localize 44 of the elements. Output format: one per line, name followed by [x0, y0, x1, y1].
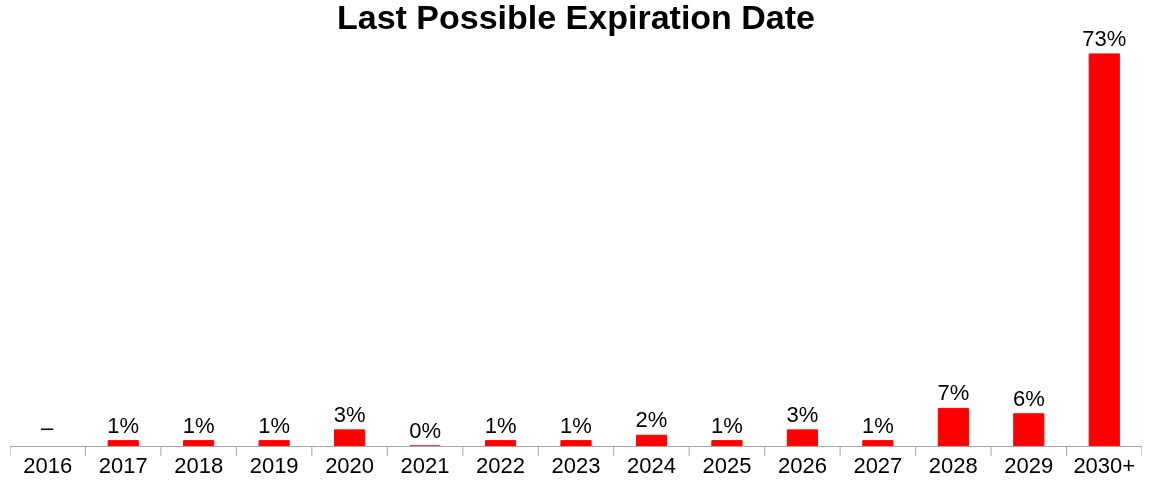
data-label: 1%	[107, 412, 140, 438]
x-tick-label: 2016	[23, 453, 73, 479]
x-tick-label: 2018	[174, 453, 224, 479]
bar	[862, 440, 894, 446]
data-label: 0%	[409, 418, 441, 443]
data-label: 1%	[861, 412, 894, 438]
x-tick-label: 2029	[1004, 453, 1054, 479]
x-tick-label: 2023	[551, 453, 601, 479]
bar	[560, 440, 592, 446]
bar	[107, 440, 139, 446]
data-label: 3%	[786, 401, 819, 427]
bar	[937, 407, 969, 446]
bar	[1013, 413, 1045, 446]
text: –	[41, 415, 54, 440]
data-label: 1%	[560, 412, 592, 438]
x-tick-label: 2019	[249, 453, 299, 479]
x-tick-label: 2017	[98, 453, 148, 479]
x-tick-label: 2022	[476, 453, 526, 479]
bar	[258, 440, 290, 446]
data-label: 1%	[484, 412, 517, 438]
bar	[1088, 53, 1120, 446]
data-label: 1%	[258, 412, 291, 438]
data-label: 1%	[182, 412, 215, 438]
bar	[334, 429, 366, 446]
x-tick-label: 2030+	[1073, 453, 1136, 479]
x-tick-label: 2028	[928, 453, 978, 479]
x-tick-label: 2027	[853, 453, 903, 479]
x-tick-label: 2020	[325, 453, 375, 479]
x-tick-label: 2026	[777, 453, 827, 479]
data-label: 1%	[711, 412, 743, 438]
data-label: 6%	[1012, 385, 1045, 411]
bar	[484, 440, 517, 446]
bar	[711, 440, 743, 446]
bar	[635, 434, 668, 446]
x-tick-label: 2025	[702, 453, 752, 479]
data-label: 2%	[635, 407, 668, 433]
bar	[786, 429, 818, 446]
bar	[183, 440, 215, 446]
data-label: 3%	[333, 401, 366, 427]
chart-title: Last Possible Expiration Date	[336, 0, 816, 36]
x-tick-label: 2021	[400, 453, 450, 479]
data-label: 7%	[937, 380, 970, 406]
data-label: 73%	[1082, 25, 1127, 51]
x-tick-label: 2024	[626, 453, 676, 479]
